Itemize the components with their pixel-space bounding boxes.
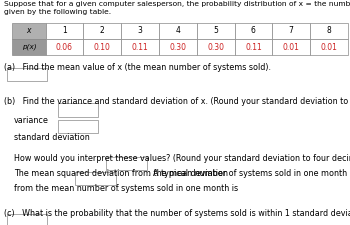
Text: 0.11: 0.11 <box>132 42 148 51</box>
Text: 6: 6 <box>251 26 256 35</box>
Text: 3: 3 <box>138 26 142 35</box>
Bar <box>197 24 234 40</box>
Bar <box>310 24 348 40</box>
Bar <box>12 24 46 40</box>
Text: given by the following table.: given by the following table. <box>4 9 111 15</box>
Text: 5: 5 <box>213 26 218 35</box>
Bar <box>83 24 121 40</box>
Bar <box>310 40 348 56</box>
Bar <box>121 40 159 56</box>
Text: 2: 2 <box>100 26 105 35</box>
Text: standard deviation: standard deviation <box>14 133 90 142</box>
Bar <box>159 40 197 56</box>
Text: The mean squared deviation from the mean number of systems sold in one month is: The mean squared deviation from the mean… <box>14 168 350 177</box>
Text: 0.01: 0.01 <box>283 42 300 51</box>
Bar <box>272 40 310 56</box>
Text: 4: 4 <box>175 26 180 35</box>
Bar <box>75 172 116 185</box>
Bar <box>58 121 98 134</box>
Bar <box>234 24 272 40</box>
Bar <box>12 40 46 56</box>
Text: p(x): p(x) <box>22 44 36 50</box>
Text: 7: 7 <box>289 26 294 35</box>
Bar <box>83 40 121 56</box>
Text: 0.30: 0.30 <box>207 42 224 51</box>
Text: 8: 8 <box>327 26 331 35</box>
Text: How would you interpret these values? (Round your standard deviation to four dec: How would you interpret these values? (R… <box>14 153 350 162</box>
Text: x: x <box>27 26 31 35</box>
Text: 0.11: 0.11 <box>245 42 262 51</box>
Bar <box>46 24 83 40</box>
Bar <box>7 214 47 225</box>
Text: (a)   Find the mean value of x (the mean number of systems sold).: (a) Find the mean value of x (the mean n… <box>4 63 271 72</box>
Bar <box>197 40 234 56</box>
Bar <box>58 104 98 117</box>
Text: . A typical deviation: . A typical deviation <box>148 168 228 177</box>
Text: 0.01: 0.01 <box>321 42 337 51</box>
Text: 0.30: 0.30 <box>169 42 186 51</box>
Text: .: . <box>117 183 119 192</box>
Text: (b)   Find the variance and standard deviation of x. (Round your standard deviat: (b) Find the variance and standard devia… <box>4 97 350 106</box>
Text: 1: 1 <box>62 26 67 35</box>
Bar <box>7 69 47 82</box>
Bar <box>106 158 147 170</box>
Text: (c)   What is the probability that the number of systems sold is within 1 standa: (c) What is the probability that the num… <box>4 208 350 217</box>
Bar <box>121 24 159 40</box>
Text: variance: variance <box>14 116 49 125</box>
Bar <box>234 40 272 56</box>
Bar <box>46 40 83 56</box>
Text: Suppose that for a given computer salesperson, the probability distribution of x: Suppose that for a given computer salesp… <box>4 1 350 7</box>
Text: 0.06: 0.06 <box>56 42 73 51</box>
Bar <box>159 24 197 40</box>
Bar <box>272 24 310 40</box>
Text: from the mean number of systems sold in one month is: from the mean number of systems sold in … <box>14 183 238 192</box>
Text: 0.10: 0.10 <box>94 42 111 51</box>
